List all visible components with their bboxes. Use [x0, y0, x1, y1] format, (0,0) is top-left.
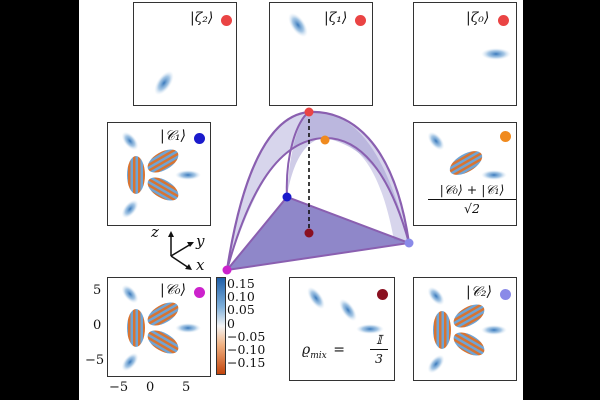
panel-zeta0: |ζ₀⟩	[413, 2, 517, 106]
point-c0	[222, 265, 232, 275]
fringe	[127, 309, 145, 347]
figure-canvas: |ζ₂⟩ |ζ₁⟩ |ζ₀⟩	[79, 0, 523, 400]
mix-equals: =	[333, 342, 345, 358]
axis-label-x: x	[196, 256, 205, 274]
panel-label: |ζ₀⟩	[466, 10, 490, 26]
superposition-label: |𝒞₀⟩ + |𝒞₁⟩ √2	[428, 183, 516, 216]
blob	[175, 323, 201, 333]
colorbar-tick: 0.05	[227, 302, 255, 317]
marker-dot	[498, 15, 509, 26]
panel-label: |𝒞₀⟩	[160, 282, 186, 298]
blob	[339, 298, 357, 322]
panel-label: |ζ₁⟩	[324, 10, 348, 26]
blob	[154, 70, 174, 96]
wigner-plot-c1	[121, 131, 201, 219]
fringe	[453, 304, 485, 328]
marker-dot	[355, 15, 366, 26]
mix-fraction: 𝕀 3	[370, 333, 388, 366]
superposition-numerator: |𝒞₀⟩ + |𝒞₁⟩	[428, 183, 516, 200]
blob	[427, 354, 445, 374]
mix-numerator: 𝕀	[370, 333, 388, 350]
colorbar-tick: −0.05	[227, 329, 266, 344]
panel-zeta2: |ζ₂⟩	[133, 2, 237, 106]
panel-superposition: |𝒞₀⟩ + |𝒞₁⟩ √2	[413, 122, 517, 226]
marker-dot	[500, 131, 511, 142]
fringe	[453, 332, 485, 356]
axis-triad	[168, 231, 194, 270]
arc-back	[285, 111, 310, 198]
blob	[121, 199, 139, 219]
wigner-plot-c2	[427, 286, 507, 374]
colorbar-tick: 0.10	[227, 289, 255, 304]
fringe	[449, 151, 483, 175]
point-mix	[304, 228, 314, 238]
fringe	[127, 156, 145, 194]
point-c2	[404, 238, 414, 248]
panel-label: |𝒞₁⟩	[160, 128, 186, 144]
wigner-plot-c0	[121, 284, 201, 372]
fringe	[147, 177, 179, 201]
y-tick-label: 0	[93, 318, 102, 333]
fringe	[147, 149, 179, 173]
point-c1	[282, 192, 292, 202]
fringe	[433, 311, 451, 349]
blob	[356, 324, 384, 334]
panel-c0: |𝒞₀⟩	[107, 277, 211, 377]
dome-back	[287, 112, 409, 243]
mix-lhs: ϱ	[302, 342, 311, 358]
blob	[427, 131, 445, 151]
panel-zeta1: |ζ₁⟩	[269, 2, 373, 106]
blob	[481, 48, 511, 60]
y-tick-label: −5	[85, 353, 105, 368]
blob	[427, 286, 445, 306]
blob	[121, 352, 139, 372]
fringe	[147, 330, 179, 354]
superposition-denominator: √2	[464, 200, 480, 216]
point-superposition	[320, 135, 330, 145]
panel-label: |ζ₂⟩	[190, 10, 214, 26]
simplex-diagram	[222, 107, 414, 275]
base-triangle	[224, 195, 413, 272]
panel-c2: |𝒞₂⟩	[413, 277, 517, 381]
blob	[121, 131, 139, 151]
colorbar-tick: 0.15	[227, 276, 255, 291]
wigner-plot-zeta0	[481, 48, 511, 60]
colorbar-tick: −0.15	[227, 355, 266, 370]
panel-c1: |𝒞₁⟩	[107, 122, 211, 226]
marker-dot	[194, 287, 205, 298]
blob	[175, 170, 201, 180]
marker-dot	[194, 133, 205, 144]
marker-dot	[221, 15, 232, 26]
mix-denominator: 3	[375, 350, 383, 366]
axis-label-z: z	[151, 223, 159, 241]
mix-subscript: mix	[310, 350, 327, 361]
point-zeta	[304, 107, 314, 117]
blob	[288, 12, 308, 38]
blob	[481, 170, 507, 180]
fringe	[147, 302, 179, 326]
blob	[121, 284, 139, 304]
x-tick-label: 5	[182, 380, 191, 395]
marker-dot	[500, 289, 511, 300]
y-tick-label: 5	[93, 283, 102, 298]
wigner-plot-zeta1	[288, 12, 308, 38]
panel-label: |𝒞₂⟩	[466, 284, 492, 300]
x-tick-label: 0	[146, 380, 155, 395]
mix-label: ϱmix =	[302, 342, 345, 361]
panel-mix: ϱmix = 𝕀 3	[289, 277, 395, 381]
marker-dot	[377, 289, 388, 300]
wigner-plot-zeta2	[154, 70, 174, 96]
colorbar-tick: −0.10	[227, 342, 266, 357]
wigner-plot-superposition	[427, 131, 507, 180]
x-tick-label: −5	[109, 380, 129, 395]
blob	[307, 286, 325, 310]
axis-label-y: y	[196, 232, 205, 250]
wigner-plot-mix	[307, 286, 384, 334]
colorbar	[216, 277, 226, 375]
colorbar-tick: 0	[227, 316, 235, 331]
blob	[481, 325, 507, 335]
